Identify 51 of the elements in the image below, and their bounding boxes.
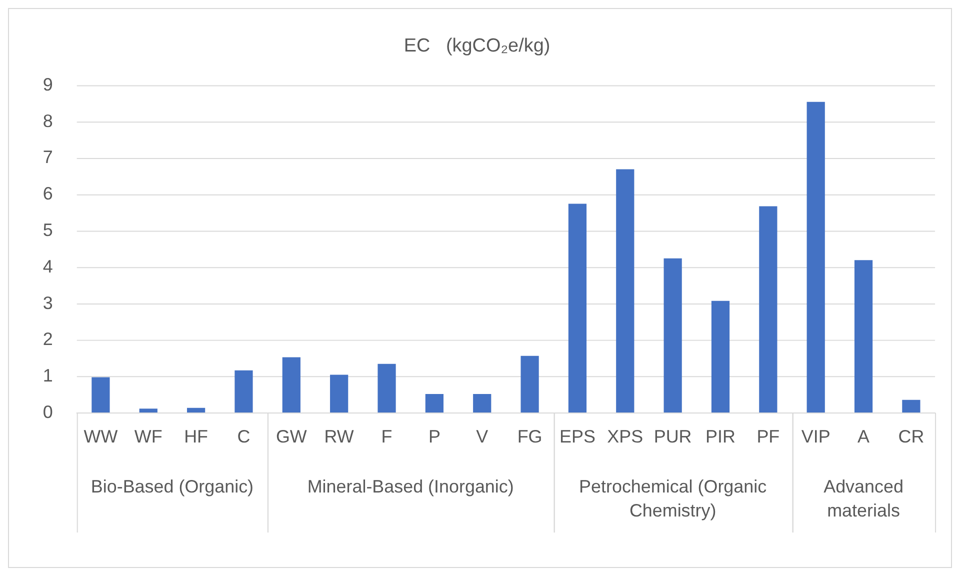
bar [92, 377, 110, 412]
x-tick-label: FG [517, 426, 542, 447]
y-tick-label: 3 [42, 292, 53, 313]
bar [902, 400, 920, 412]
x-tick-label: F [381, 426, 392, 447]
y-tick-label: 7 [42, 147, 53, 168]
y-tick-label: 6 [42, 184, 53, 204]
bar [854, 260, 873, 412]
y-tick-label: 8 [42, 110, 53, 131]
y-tick-label: 5 [42, 220, 53, 240]
x-tick-label: C [237, 426, 250, 447]
x-tick-label: P [428, 426, 440, 447]
x-tick-label: RW [324, 426, 354, 447]
bar [806, 102, 825, 412]
x-tick-label: GW [276, 426, 307, 447]
bar [378, 364, 396, 412]
x-tick-label: PF [756, 426, 780, 447]
x-tick-label: EPS [560, 426, 596, 447]
bar [282, 357, 300, 412]
bar [616, 169, 634, 412]
text: Advanced materials [824, 476, 904, 521]
x-tick-label: WW [84, 426, 118, 447]
bar [187, 408, 206, 412]
x-tick-label: CR [898, 426, 924, 447]
x-tick-label: WF [134, 426, 162, 447]
bar [664, 258, 682, 412]
bar [520, 356, 539, 412]
chart-title: EC (kgCO₂e/kg) [404, 35, 550, 56]
x-tick-label: PIR [706, 426, 736, 447]
bar [473, 394, 492, 412]
x-tick-label: XPS [607, 426, 644, 447]
text: Mineral-Based (Inorganic) [307, 476, 514, 497]
text: Bio-Based (Organic) [90, 476, 254, 497]
bar [568, 204, 587, 412]
bar [711, 300, 730, 412]
y-tick-label: 1 [42, 366, 53, 386]
x-tick-label: HF [184, 426, 208, 447]
x-tick-label: V [476, 426, 488, 447]
x-tick-label: A [858, 426, 870, 447]
y-tick-label: 0 [42, 402, 53, 422]
bar [425, 394, 444, 412]
y-tick-label: 4 [42, 256, 53, 276]
text: Petrochemical (Organic Chemistry) [579, 476, 767, 521]
bar [139, 408, 158, 412]
x-tick-label: VIP [801, 426, 830, 447]
x-tick-label: PUR [654, 426, 692, 447]
bar [759, 206, 778, 412]
y-tick-label: 9 [42, 74, 53, 94]
bar [234, 370, 253, 412]
y-tick-label: 2 [42, 329, 53, 350]
bar [330, 374, 348, 412]
